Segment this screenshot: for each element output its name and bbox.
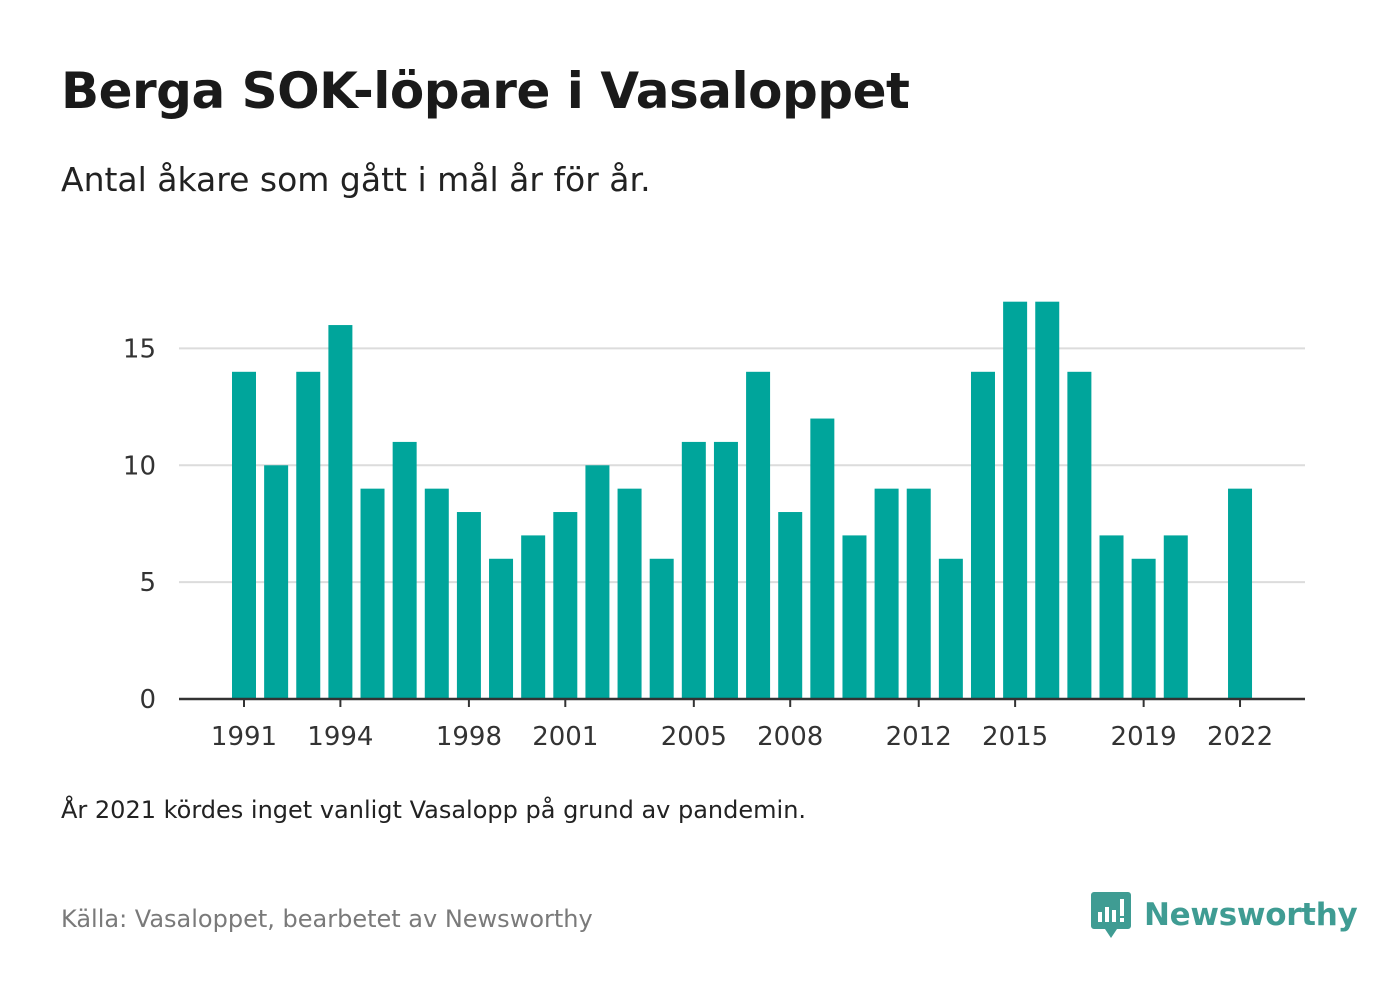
y-tick-label-5: 5 (139, 568, 156, 598)
x-tick-label-2001: 2001 (532, 722, 598, 752)
chart-title: Berga SOK-löpare i Vasaloppet (61, 62, 910, 120)
x-tick-label-2008: 2008 (757, 722, 823, 752)
bar-2000 (521, 535, 546, 699)
bar-1996 (392, 441, 417, 699)
bar-2008 (778, 512, 803, 699)
bar-2005 (681, 441, 706, 699)
brand-name: Newsworthy (1144, 897, 1358, 933)
brand-logo[interactable]: Newsworthy (1090, 890, 1358, 940)
chart-subtitle: Antal åkare som gått i mål år för år. (61, 160, 651, 199)
bar-2004 (649, 558, 674, 699)
bar-1995 (360, 488, 385, 699)
x-tick-label-1991: 1991 (211, 722, 277, 752)
x-tick-label-2019: 2019 (1111, 722, 1177, 752)
y-tick-label-0: 0 (139, 685, 156, 715)
axes: 0 5 10 15 1991 1994 1998 2001 2005 2008 2012 2015 20… (123, 334, 1305, 752)
x-tick-label-2005: 2005 (661, 722, 727, 752)
chart-note: År 2021 kördes inget vanligt Vasalopp på… (61, 796, 807, 824)
bar-2002 (585, 465, 610, 699)
bar-2006 (713, 441, 738, 699)
bar-2012 (906, 488, 931, 699)
bar-2020 (1163, 535, 1188, 699)
bar-2010 (842, 535, 867, 699)
x-tick-label-1998: 1998 (436, 722, 502, 752)
bar-1999 (489, 558, 514, 699)
bar-2018 (1099, 535, 1124, 699)
bars (232, 301, 1253, 699)
bar-2014 (970, 371, 995, 699)
bar-2015 (1003, 301, 1028, 699)
x-tick-label-1994: 1994 (307, 722, 373, 752)
bar-2017 (1067, 371, 1092, 699)
bar-2001 (553, 512, 578, 699)
bar-1994 (328, 325, 353, 699)
bar-1992 (264, 465, 289, 699)
y-tick-label-10: 10 (123, 451, 156, 481)
bar-2013 (938, 558, 963, 699)
bar-1998 (456, 512, 481, 699)
x-tick-label-2022: 2022 (1207, 722, 1273, 752)
bar-2009 (810, 418, 835, 699)
bar-2019 (1131, 558, 1156, 699)
bar-1997 (424, 488, 449, 699)
bar-2007 (746, 371, 771, 699)
bar-2022 (1228, 488, 1253, 699)
bar-2011 (874, 488, 899, 699)
bar-2003 (617, 488, 642, 699)
y-tick-label-15: 15 (123, 334, 156, 364)
newsworthy-logo-icon (1091, 892, 1131, 938)
source-credit: Källa: Vasaloppet, bearbetet av Newswort… (61, 905, 593, 933)
bar-1991 (232, 371, 256, 699)
x-tick-label-2015: 2015 (982, 722, 1048, 752)
bar-2016 (1035, 301, 1060, 699)
bar-1993 (296, 371, 321, 699)
x-tick-label-2012: 2012 (886, 722, 952, 752)
